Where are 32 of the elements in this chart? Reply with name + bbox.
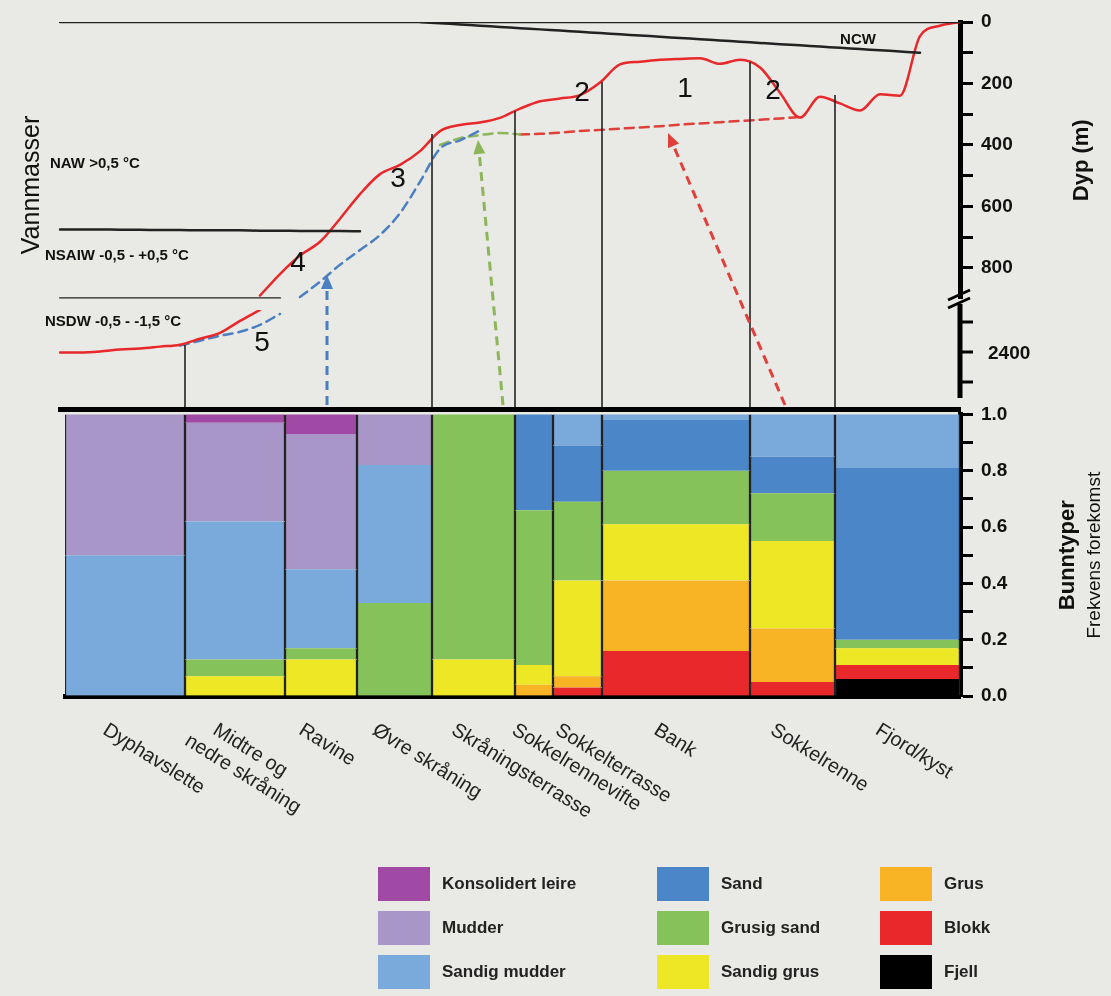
annotation: 1 xyxy=(677,72,693,103)
legend-label: Grusig sand xyxy=(721,918,821,938)
y-tick-label: 0.8 xyxy=(981,458,1008,480)
y-tick-label: 0.4 xyxy=(981,571,1008,593)
y-tick-label: 0.6 xyxy=(981,515,1008,537)
annotation: 5 xyxy=(254,326,270,357)
y-tick-label: 200 xyxy=(981,71,1013,93)
y-tick-label: 600 xyxy=(981,194,1013,216)
legend-label: Grus xyxy=(944,874,984,894)
y-tick-label: 400 xyxy=(981,133,1013,155)
legend-label: Konsolidert leire xyxy=(442,874,577,894)
y-tick-label: 0 xyxy=(981,10,992,32)
annotation: NAW >0,5 °C xyxy=(50,153,140,171)
y-axis-title: Dyp (m) xyxy=(1068,119,1094,202)
annotation: 2 xyxy=(765,74,781,105)
y-axis-title: Bunntyper Frekvens forekomst xyxy=(1054,471,1105,639)
y-tick-label: 1.0 xyxy=(981,402,1008,424)
legend-label: Blokk xyxy=(944,918,991,938)
legend-label: Sandig grus xyxy=(721,962,820,982)
annotation: NSDW -0,5 - -1,5 °C xyxy=(45,311,182,329)
annotation: 3 xyxy=(390,162,406,193)
legend-label: Sand xyxy=(721,874,763,894)
text: Vannmasser xyxy=(15,115,44,255)
y-tick-label: 0.0 xyxy=(981,684,1008,706)
legend-label: Mudder xyxy=(442,918,504,938)
legend-label: Sandig mudder xyxy=(442,962,566,982)
text: 2400 xyxy=(988,341,1031,363)
annotation: NCW xyxy=(840,29,876,47)
y-tick-label: 800 xyxy=(981,256,1013,278)
y-tick-label: 0.2 xyxy=(981,627,1008,649)
legend-label: Fjell xyxy=(944,962,979,982)
annotation: NSAIW -0,5 - +0,5 °C xyxy=(45,245,189,263)
